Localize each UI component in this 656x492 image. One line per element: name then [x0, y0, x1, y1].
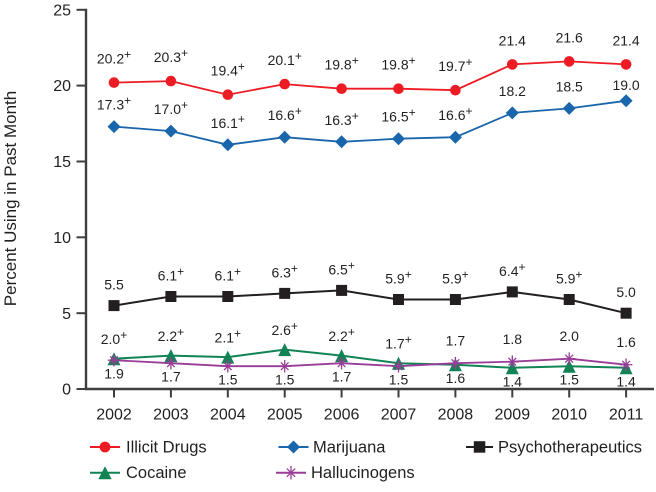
svg-text:20.1+: 20.1+: [268, 49, 302, 68]
svg-text:1.5: 1.5: [559, 372, 579, 388]
svg-text:1.8: 1.8: [503, 331, 523, 347]
svg-text:0: 0: [62, 382, 71, 399]
svg-text:16.3+: 16.3+: [324, 109, 358, 128]
svg-text:20.3+: 20.3+: [154, 46, 188, 65]
svg-text:Psychotherapeutics: Psychotherapeutics: [498, 439, 642, 457]
svg-text:19.8+: 19.8+: [324, 54, 358, 73]
svg-text:1.5: 1.5: [218, 372, 238, 388]
svg-text:19.7+: 19.7+: [438, 55, 472, 74]
svg-text:2005: 2005: [267, 407, 303, 424]
svg-text:18.5: 18.5: [556, 78, 583, 94]
svg-text:20: 20: [53, 78, 71, 95]
svg-text:Illicit Drugs: Illicit Drugs: [126, 439, 207, 457]
svg-text:1.6: 1.6: [446, 370, 466, 386]
svg-text:2008: 2008: [438, 407, 474, 424]
svg-text:1.4: 1.4: [503, 373, 523, 389]
svg-text:2011: 2011: [609, 407, 644, 424]
svg-text:16.5+: 16.5+: [381, 106, 415, 125]
svg-text:5.0: 5.0: [616, 284, 636, 300]
svg-text:Hallucinogens: Hallucinogens: [311, 464, 415, 482]
svg-text:2009: 2009: [495, 407, 531, 424]
svg-text:16.6+: 16.6+: [268, 104, 302, 123]
svg-text:Cocaine: Cocaine: [126, 464, 187, 482]
svg-text:Marijuana: Marijuana: [313, 439, 386, 457]
svg-text:17.0+: 17.0+: [154, 98, 188, 117]
svg-text:Percent Using in Past Month: Percent Using in Past Month: [1, 91, 20, 306]
svg-text:16.1+: 16.1+: [211, 112, 245, 131]
svg-text:19.8+: 19.8+: [381, 54, 415, 73]
svg-text:19.0: 19.0: [612, 77, 639, 93]
svg-text:21.4: 21.4: [612, 32, 639, 48]
svg-text:2002: 2002: [96, 407, 132, 424]
svg-text:17.3+: 17.3+: [97, 94, 131, 113]
svg-text:16.6+: 16.6+: [438, 104, 472, 123]
svg-text:2003: 2003: [153, 407, 189, 424]
svg-text:19.4+: 19.4+: [211, 60, 245, 79]
svg-text:1.7: 1.7: [446, 333, 466, 349]
svg-text:1.7: 1.7: [161, 369, 181, 385]
svg-text:25: 25: [53, 2, 71, 19]
svg-text:2010: 2010: [551, 407, 587, 424]
svg-text:1.5: 1.5: [389, 372, 409, 388]
svg-text:1.6: 1.6: [616, 334, 636, 350]
svg-text:1.5: 1.5: [275, 372, 295, 388]
svg-text:2.0: 2.0: [559, 328, 579, 344]
svg-text:2007: 2007: [381, 407, 417, 424]
svg-text:18.2: 18.2: [499, 83, 526, 99]
svg-text:1.7: 1.7: [332, 369, 352, 385]
svg-text:1.9: 1.9: [104, 366, 124, 382]
svg-text:15: 15: [53, 154, 71, 171]
svg-text:21.6: 21.6: [556, 29, 583, 45]
svg-text:5.5: 5.5: [104, 277, 124, 293]
svg-text:2006: 2006: [324, 407, 360, 424]
svg-text:2004: 2004: [210, 407, 246, 424]
svg-text:21.4: 21.4: [499, 32, 526, 48]
svg-text:1.4: 1.4: [616, 373, 636, 389]
svg-text:20.2+: 20.2+: [97, 48, 131, 67]
svg-text:10: 10: [53, 230, 71, 247]
svg-text:5: 5: [62, 306, 71, 323]
